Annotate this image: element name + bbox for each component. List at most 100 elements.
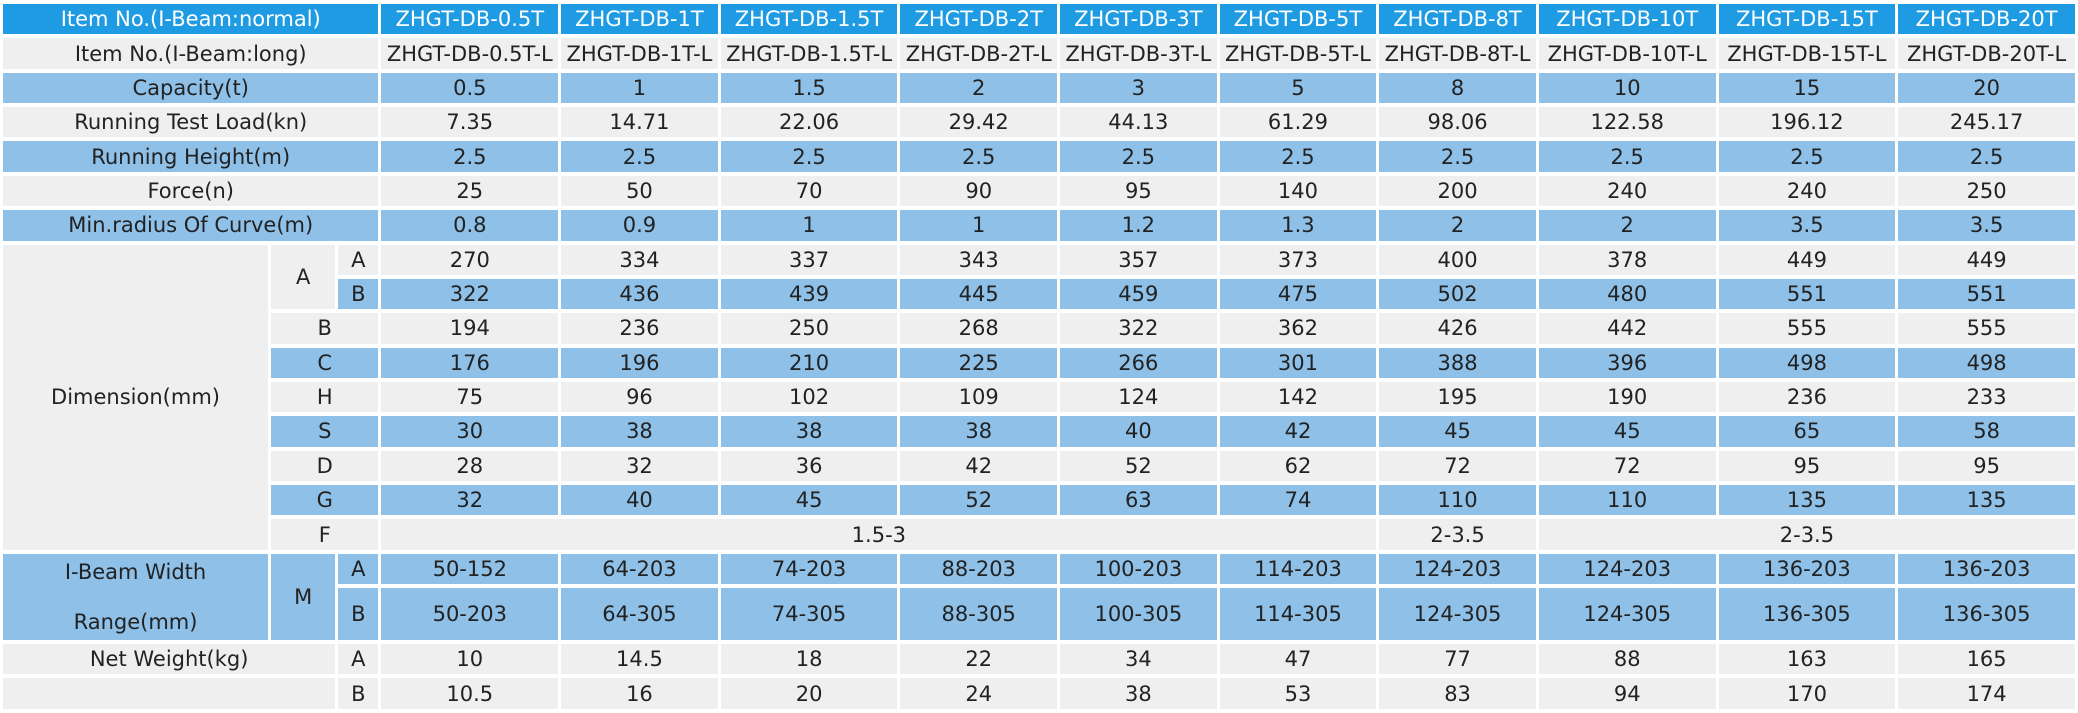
table-cell: 30 [381,416,559,447]
row-sub-label: G [271,485,379,516]
table-cell: 439 [720,278,898,310]
net-weight-a-row: Net Weight(kg) A 10 14.5 18 22 34 47 77 … [3,644,2075,675]
table-cell: 38 [720,416,898,447]
row-label: Item No.(I-Beam:long) [3,38,379,69]
table-cell: 2.5 [1538,141,1716,172]
model-cell: ZHGT-DB-2T [900,4,1058,35]
row-sub-label: B [271,313,379,344]
table-cell: 88 [1538,644,1716,675]
table-cell: 95 [1060,175,1217,207]
model-cell: ZHGT-DB-15T [1718,4,1896,35]
table-cell: ZHGT-DB-20T-L [1898,38,2075,69]
table-cell: 122.58 [1538,107,1716,138]
table-cell: 233 [1898,381,2075,413]
table-cell: 22.06 [720,107,898,138]
row-sub-label: A [338,553,379,585]
table-cell: 124-203 [1379,553,1536,585]
table-cell: 136-203 [1718,553,1896,585]
long-row: Item No.(I-Beam:long) ZHGT-DB-0.5T-L ZHG… [3,38,2075,69]
table-cell: 5 [1219,72,1377,104]
table-cell: 135 [1898,485,2075,516]
table-cell: 1.2 [1060,210,1217,241]
table-cell: 373 [1219,244,1377,275]
table-cell: 196 [561,347,718,378]
row-label: Min.radius Of Curve(m) [3,210,379,241]
dimension-s-row: S 30 38 38 38 40 42 45 45 65 58 [3,416,2075,447]
table-cell: 8 [1379,72,1536,104]
table-cell: 18 [720,644,898,675]
table-cell: 362 [1219,313,1377,344]
table-cell: 357 [1060,244,1217,275]
table-cell: 190 [1538,381,1716,413]
table-cell: 436 [561,278,718,310]
table-cell: 2.5 [1379,141,1536,172]
table-cell: 25 [381,175,559,207]
row-sub-label: B [338,588,379,641]
table-cell: 74-203 [720,553,898,585]
table-cell: 3 [1060,72,1217,104]
table-cell: 124-305 [1538,588,1716,641]
table-cell: 1 [720,210,898,241]
table-cell: 396 [1538,347,1716,378]
table-cell: 45 [1538,416,1716,447]
table-cell: 1.3 [1219,210,1377,241]
table-cell: 45 [720,485,898,516]
row-sub-label: F [271,519,379,550]
table-cell: 170 [1718,678,1896,709]
table-cell: 75 [381,381,559,413]
table-cell: 77 [1379,644,1536,675]
table-cell: 20 [720,678,898,709]
table-cell: 38 [561,416,718,447]
model-cell: ZHGT-DB-1.5T [720,4,898,35]
table-cell: 14.71 [561,107,718,138]
table-cell: 124-203 [1538,553,1716,585]
table-cell: 24 [900,678,1058,709]
table-cell: 94 [1538,678,1716,709]
table-cell: 459 [1060,278,1217,310]
table-cell: 3.5 [1898,210,2075,241]
table-cell: 301 [1219,347,1377,378]
table-cell: 551 [1718,278,1896,310]
table-cell: 449 [1898,244,2075,275]
height-row: Running Height(m) 2.5 2.5 2.5 2.5 2.5 2.… [3,141,2075,172]
table-cell: 195 [1379,381,1536,413]
row-label: Running Height(m) [3,141,379,172]
dimension-b-row: B 194 236 250 268 322 362 426 442 555 55… [3,313,2075,344]
capacity-row: Capacity(t) 0.5 1 1.5 2 3 5 8 10 15 20 [3,72,2075,104]
table-cell: 2.5 [1898,141,2075,172]
table-cell: 45 [1379,416,1536,447]
table-cell: 74-305 [720,588,898,641]
model-cell: ZHGT-DB-0.5T [381,4,559,35]
table-cell: 498 [1898,347,2075,378]
table-cell: 70 [720,175,898,207]
table-cell: 22 [900,644,1058,675]
table-cell: 334 [561,244,718,275]
table-cell: 2.5 [720,141,898,172]
table-cell: 61.29 [1219,107,1377,138]
table-cell: 2 [900,72,1058,104]
net-weight-b-row: B 10.5 16 20 24 38 53 83 94 170 174 [3,678,2075,709]
table-cell: 2.5 [1219,141,1377,172]
table-cell: 196.12 [1718,107,1896,138]
dimension-a-b-row: B 322 436 439 445 459 475 502 480 551 55… [3,278,2075,310]
table-cell: ZHGT-DB-1T-L [561,38,718,69]
table-cell: 53 [1219,678,1377,709]
table-cell: 50 [561,175,718,207]
ibeam-group-m: M [271,553,336,641]
table-cell: 2.5 [1060,141,1217,172]
table-cell: 551 [1898,278,2075,310]
table-cell: 16 [561,678,718,709]
table-cell: 388 [1379,347,1536,378]
table-cell: 1 [900,210,1058,241]
model-cell: ZHGT-DB-10T [1538,4,1716,35]
table-cell: 10.5 [381,678,559,709]
table-cell: 136-305 [1898,588,2075,641]
table-cell: 14.5 [561,644,718,675]
table-cell: 63 [1060,485,1217,516]
table-cell: 95 [1718,450,1896,482]
table-cell: 2.5 [561,141,718,172]
table-cell: 378 [1538,244,1716,275]
row-sub-label: A [338,244,379,275]
table-cell: 136-305 [1718,588,1896,641]
header-label: Item No.(I-Beam:normal) [3,4,379,35]
